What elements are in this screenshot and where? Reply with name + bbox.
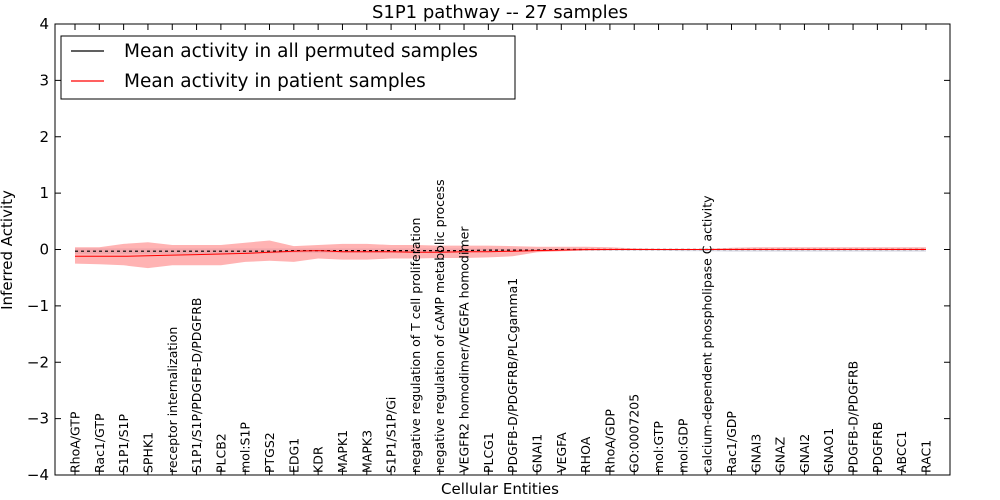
x-tick-label: GO:0007205 xyxy=(627,394,642,473)
x-tick-label: S1P1/S1P/Gi xyxy=(384,397,399,473)
x-tick-label: GNAI1 xyxy=(530,434,545,473)
x-tick-label: negative regulation of T cell proliferat… xyxy=(408,218,423,473)
y-tick-label: 1 xyxy=(39,184,49,202)
y-axis: −4 −3 −2 −1 0 1 2 3 4 xyxy=(27,15,950,484)
x-tick-label: RhoA/GTP xyxy=(68,411,83,473)
chart-title: S1P1 pathway -- 27 samples xyxy=(372,2,628,23)
y-tick-label: 0 xyxy=(39,241,49,259)
x-tick-label: EDG1 xyxy=(286,438,301,473)
legend: Mean activity in all permuted samples Mea… xyxy=(60,35,516,100)
x-tick-label: GNAO1 xyxy=(821,428,836,473)
x-tick-label: receptor internalization xyxy=(165,327,180,473)
legend-label-series-2: Mean activity in patient samples xyxy=(124,71,426,92)
series-lines xyxy=(75,248,926,257)
x-tick-label: RhoA/GDP xyxy=(602,409,617,473)
x-tick-label: Rac1/GTP xyxy=(92,413,107,473)
x-tick-label: PLCB2 xyxy=(213,433,228,473)
y-tick-label: 4 xyxy=(39,15,49,33)
x-tick-label: calcium-dependent phospholipase C activi… xyxy=(700,195,715,473)
x-tick-label: PDGFB-D/PDGFRB xyxy=(846,361,861,473)
x-tick-label: mol:GDP xyxy=(675,418,690,473)
x-tick-label: RAC1 xyxy=(919,440,934,473)
legend-box xyxy=(60,35,516,100)
x-tick-label: MAPK3 xyxy=(359,430,374,473)
x-tick-label: PDGFB-D/PDGFRB/PLCgamma1 xyxy=(505,278,520,473)
x-tick-label: S1P1/S1P/PDGFB-D/PDGFRB xyxy=(189,298,204,474)
x-tick-label: S1P1/S1P xyxy=(116,414,131,473)
x-tick-label: MAPK1 xyxy=(335,430,350,473)
y-tick-label: 3 xyxy=(39,71,49,89)
x-tick-label: RHOA xyxy=(578,436,593,473)
x-tick-label: GNAI3 xyxy=(748,434,763,473)
x-tick-label: KDR xyxy=(311,446,326,473)
x-tick-label: ABCC1 xyxy=(894,431,909,473)
x-tick-label: mol:GTP xyxy=(651,421,666,473)
x-tick-label: negative regulation of cAMP metabolic pr… xyxy=(432,179,447,473)
x-tick-label: Rac1/GDP xyxy=(724,411,739,473)
x-tick-label: PDGFRB xyxy=(870,422,885,473)
band-series-2 xyxy=(75,240,926,269)
y-tick-label: 2 xyxy=(39,128,49,146)
y-tick-label: −2 xyxy=(27,353,49,371)
x-axis: RhoA/GTP Rac1/GTP S1P1/S1P SPHK1 receptor in… xyxy=(68,24,934,475)
x-tick-label: mol:S1P xyxy=(238,422,253,473)
y-tick-label: −4 xyxy=(27,466,49,484)
x-tick-label: VEGFA xyxy=(554,432,569,473)
x-axis-label: Cellular Entities xyxy=(441,480,559,498)
legend-label-series-1: Mean activity in all permuted samples xyxy=(124,41,478,62)
x-tick-label: GNAZ xyxy=(773,437,788,473)
x-tick-label: PTGS2 xyxy=(262,432,277,473)
y-axis-label: Inferred Activity xyxy=(0,190,16,310)
x-tick-label: PLCG1 xyxy=(481,432,496,473)
x-tick-label: GNAI2 xyxy=(797,434,812,473)
line-series-2 xyxy=(75,249,926,257)
x-tick-label: VEGFR2 homodimer/VEGFA homodimer xyxy=(457,226,472,473)
x-tick-label: SPHK1 xyxy=(140,432,155,473)
y-tick-label: −1 xyxy=(27,297,49,315)
y-tick-label: −3 xyxy=(27,410,49,428)
